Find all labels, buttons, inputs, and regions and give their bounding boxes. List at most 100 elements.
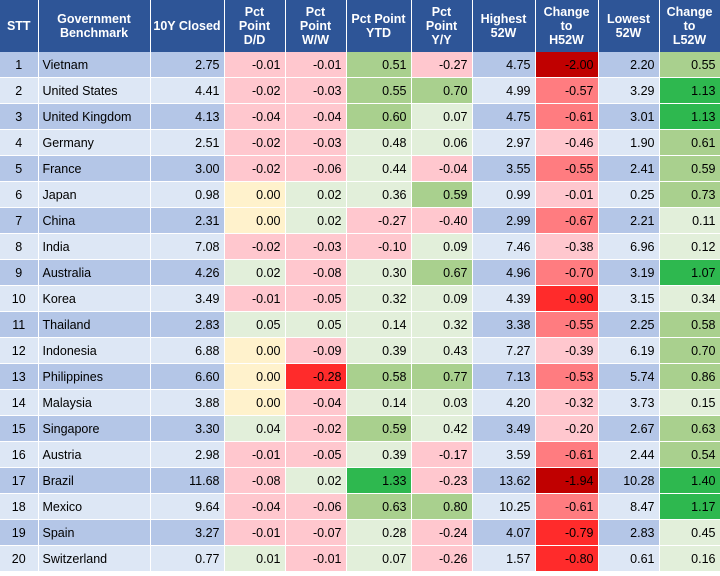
cell-change-to-l52w: 1.13	[659, 103, 720, 130]
cell-pct-point-ytd: 0.39	[346, 441, 412, 468]
cell-change-to-h52w: -0.61	[535, 493, 599, 520]
cell-ten-year-closed: 4.41	[150, 77, 225, 104]
cell-highest-52w: 3.59	[472, 441, 536, 468]
cell-pct-point-dd: 0.00	[224, 207, 286, 234]
header-highest-52w: Highest 52W	[472, 0, 536, 52]
cell-change-to-h52w: -0.70	[535, 259, 599, 286]
cell-lowest-52w: 2.25	[598, 311, 660, 338]
cell-lowest-52w: 6.96	[598, 233, 660, 260]
cell-ten-year-closed: 2.98	[150, 441, 225, 468]
cell-pct-point-dd: -0.01	[224, 285, 286, 312]
cell-change-to-l52w: 0.59	[659, 155, 720, 182]
header-change-to-h52w: Change to H52W	[535, 0, 599, 52]
cell-change-to-l52w: 1.07	[659, 259, 720, 286]
cell-stt: 20	[0, 545, 39, 572]
cell-stt: 13	[0, 363, 39, 390]
cell-change-to-h52w: -0.53	[535, 363, 599, 390]
cell-pct-point-ytd: -0.27	[346, 207, 412, 234]
cell-change-to-h52w: -1.94	[535, 467, 599, 494]
cell-pct-point-yy: 0.07	[411, 103, 473, 130]
cell-pct-point-dd: -0.01	[224, 519, 286, 546]
cell-ten-year-closed: 3.49	[150, 285, 225, 312]
cell-pct-point-ytd: 0.51	[346, 52, 412, 78]
cell-pct-point-ytd: 0.14	[346, 311, 412, 338]
cell-change-to-l52w: 1.17	[659, 493, 720, 520]
header-pct-point-ytd: Pct Point YTD	[346, 0, 412, 52]
cell-pct-point-ww: -0.01	[285, 545, 347, 572]
cell-change-to-h52w: -0.55	[535, 311, 599, 338]
cell-ten-year-closed: 4.13	[150, 103, 225, 130]
cell-change-to-l52w: 0.63	[659, 415, 720, 442]
cell-lowest-52w: 0.61	[598, 545, 660, 572]
table-row: 1 Vietnam 2.75 -0.01 -0.01 0.51 -0.27 4.75 -2.00…	[0, 52, 720, 78]
table-row: 4 Germany 2.51 -0.02 -0.03 0.48 0.06 2.97 -0.46 1…	[0, 129, 720, 156]
cell-pct-point-dd: -0.01	[224, 441, 286, 468]
cell-stt: 19	[0, 519, 39, 546]
cell-pct-point-ytd: 0.44	[346, 155, 412, 182]
cell-pct-point-ytd: 0.30	[346, 259, 412, 286]
cell-pct-point-dd: 0.00	[224, 363, 286, 390]
cell-change-to-l52w: 0.86	[659, 363, 720, 390]
cell-pct-point-ww: -0.03	[285, 129, 347, 156]
cell-stt: 16	[0, 441, 39, 468]
cell-country: Thailand	[38, 311, 151, 338]
cell-change-to-h52w: -0.61	[535, 103, 599, 130]
cell-pct-point-yy: -0.23	[411, 467, 473, 494]
cell-highest-52w: 7.13	[472, 363, 536, 390]
cell-ten-year-closed: 6.88	[150, 337, 225, 364]
cell-lowest-52w: 8.47	[598, 493, 660, 520]
cell-change-to-l52w: 1.40	[659, 467, 720, 494]
header-lowest-52w: Lowest 52W	[598, 0, 660, 52]
cell-change-to-h52w: -0.57	[535, 77, 599, 104]
cell-pct-point-ww: -0.03	[285, 233, 347, 260]
cell-change-to-l52w: 0.12	[659, 233, 720, 260]
cell-pct-point-ww: 0.05	[285, 311, 347, 338]
cell-pct-point-ww: -0.04	[285, 103, 347, 130]
header-change-to-l52w: Change to L52W	[659, 0, 720, 52]
cell-change-to-l52w: 0.11	[659, 207, 720, 234]
cell-highest-52w: 2.99	[472, 207, 536, 234]
cell-pct-point-dd: -0.01	[224, 52, 286, 78]
cell-pct-point-ww: -0.09	[285, 337, 347, 364]
cell-lowest-52w: 2.21	[598, 207, 660, 234]
cell-highest-52w: 1.57	[472, 545, 536, 572]
cell-lowest-52w: 3.15	[598, 285, 660, 312]
cell-pct-point-ytd: 0.14	[346, 389, 412, 416]
cell-stt: 7	[0, 207, 39, 234]
table-row: 7 China 2.31 0.00 0.02 -0.27 -0.40 2.99 -0.67 2.2…	[0, 207, 720, 234]
cell-ten-year-closed: 3.27	[150, 519, 225, 546]
cell-stt: 18	[0, 493, 39, 520]
cell-country: Mexico	[38, 493, 151, 520]
table-row: 11 Thailand 2.83 0.05 0.05 0.14 0.32 3.38 -0.55 2…	[0, 311, 720, 338]
cell-highest-52w: 3.49	[472, 415, 536, 442]
cell-ten-year-closed: 0.98	[150, 181, 225, 208]
cell-pct-point-yy: 0.43	[411, 337, 473, 364]
cell-highest-52w: 4.75	[472, 103, 536, 130]
table-row: 5 France 3.00 -0.02 -0.06 0.44 -0.04 3.55 -0.55 2…	[0, 155, 720, 182]
cell-lowest-52w: 2.20	[598, 52, 660, 78]
cell-pct-point-ytd: 0.60	[346, 103, 412, 130]
table-row: 20 Switzerland 0.77 0.01 -0.01 0.07 -0.26 1.57-…	[0, 545, 720, 572]
cell-pct-point-ww: -0.01	[285, 52, 347, 78]
cell-highest-52w: 7.46	[472, 233, 536, 260]
cell-ten-year-closed: 0.77	[150, 545, 225, 572]
cell-lowest-52w: 2.83	[598, 519, 660, 546]
cell-pct-point-ytd: 0.55	[346, 77, 412, 104]
cell-ten-year-closed: 3.88	[150, 389, 225, 416]
cell-country: Switzerland	[38, 545, 151, 572]
cell-change-to-l52w: 0.70	[659, 337, 720, 364]
cell-ten-year-closed: 3.00	[150, 155, 225, 182]
cell-pct-point-ww: -0.07	[285, 519, 347, 546]
cell-change-to-h52w: -0.32	[535, 389, 599, 416]
table-row: 8 India 7.08 -0.02 -0.03 -0.10 0.09 7.46 -0.38 6.…	[0, 233, 720, 260]
cell-change-to-l52w: 0.73	[659, 181, 720, 208]
cell-country: India	[38, 233, 151, 260]
cell-change-to-h52w: -2.00	[535, 52, 599, 78]
cell-country: Spain	[38, 519, 151, 546]
cell-ten-year-closed: 6.60	[150, 363, 225, 390]
cell-pct-point-ww: 0.02	[285, 181, 347, 208]
cell-change-to-h52w: -0.80	[535, 545, 599, 572]
cell-pct-point-ytd: 0.58	[346, 363, 412, 390]
cell-pct-point-dd: -0.04	[224, 103, 286, 130]
cell-pct-point-ytd: 0.32	[346, 285, 412, 312]
